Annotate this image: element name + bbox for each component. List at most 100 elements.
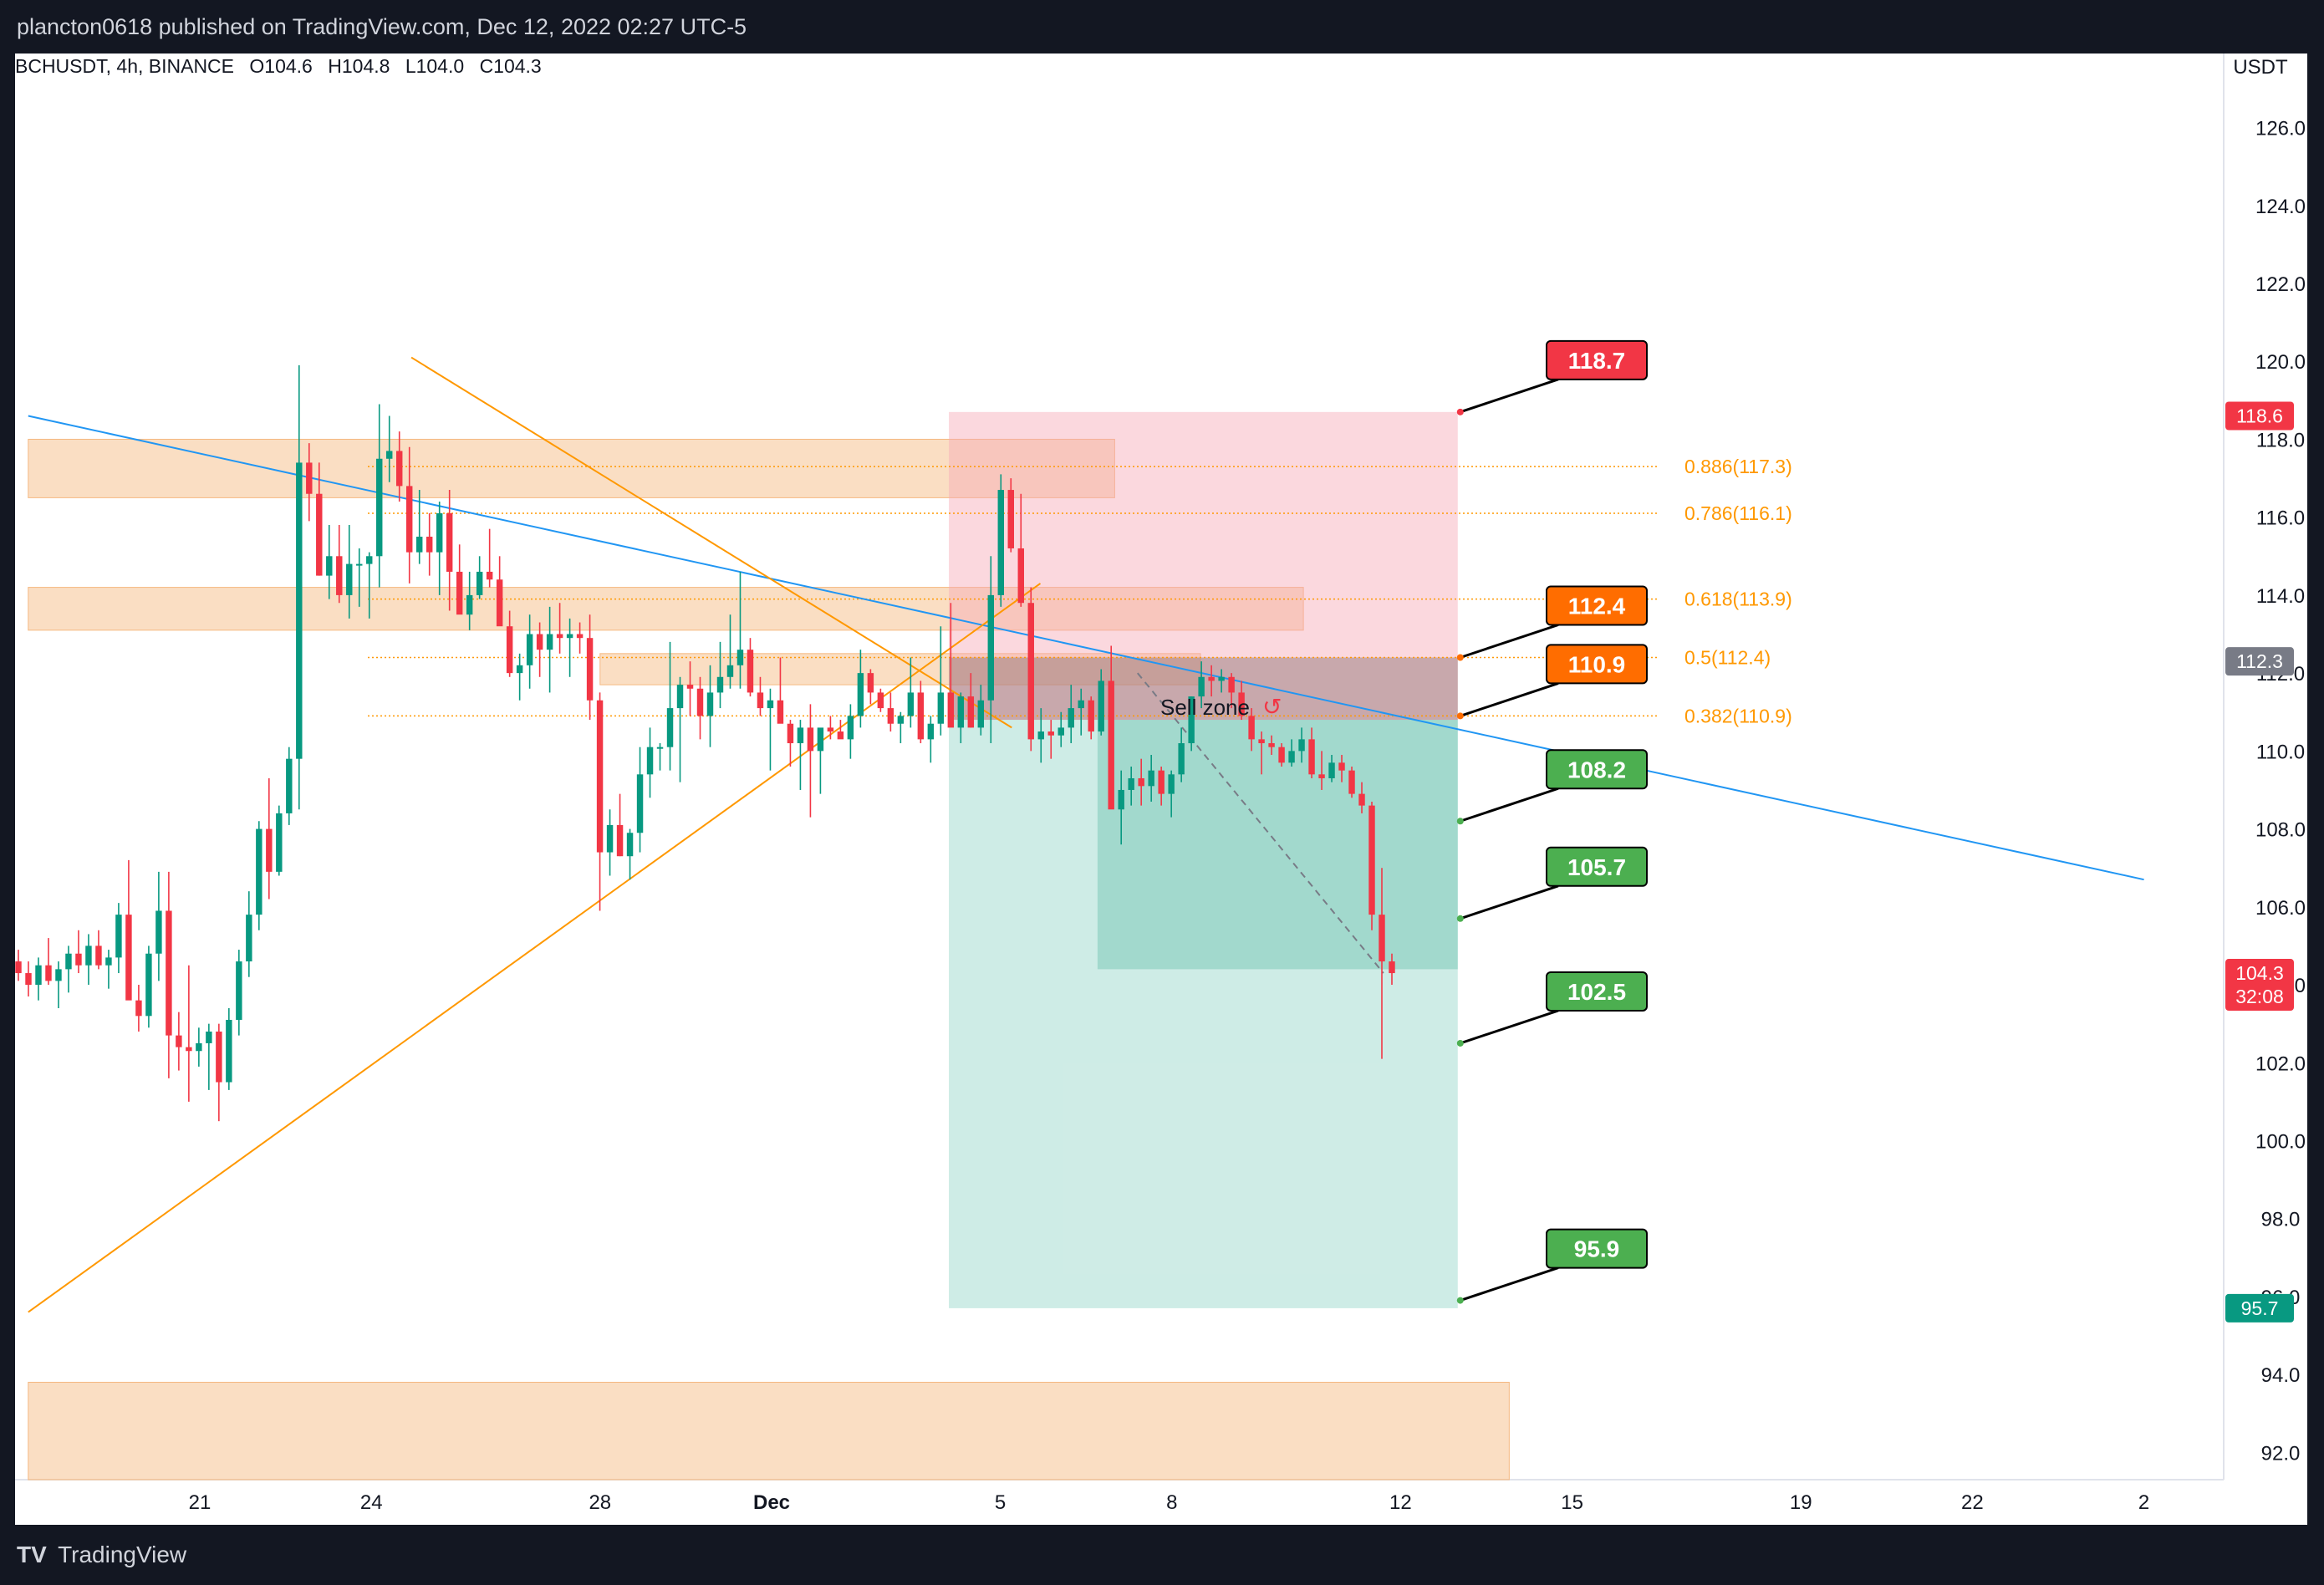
candle-body[interactable] (1088, 700, 1094, 732)
price-callout[interactable] (1546, 585, 1648, 626)
price-badge[interactable] (2225, 959, 2294, 1012)
candle-body[interactable] (366, 556, 373, 564)
candle-body[interactable] (65, 953, 72, 970)
candle-body[interactable] (546, 634, 553, 650)
zone-supply[interactable] (28, 438, 1115, 498)
candle-body[interactable] (316, 493, 323, 576)
candle-body[interactable] (95, 945, 102, 966)
candle-body[interactable] (15, 961, 22, 974)
candle-body[interactable] (196, 1042, 202, 1052)
candle-body[interactable] (626, 833, 634, 857)
candle-body[interactable] (166, 910, 172, 1036)
candle-body[interactable] (356, 563, 363, 566)
candle-body[interactable] (75, 953, 82, 966)
candle-body[interactable] (917, 692, 925, 740)
candle-body[interactable] (85, 945, 92, 966)
candle-body[interactable] (216, 1031, 222, 1083)
candle-body[interactable] (176, 1035, 182, 1047)
candle-body[interactable] (1348, 770, 1355, 794)
candle-body[interactable] (726, 665, 734, 677)
candle-body[interactable] (456, 571, 463, 615)
candle-body[interactable] (1318, 774, 1325, 778)
candle-body[interactable] (1118, 789, 1124, 810)
candle-body[interactable] (797, 727, 804, 744)
candle-body[interactable] (296, 462, 303, 759)
trendline-ascending-orange[interactable] (28, 583, 1042, 1313)
candle-body[interactable] (1288, 751, 1295, 763)
candle-body[interactable] (125, 915, 132, 1001)
candle-body[interactable] (686, 685, 694, 689)
candle-body[interactable] (446, 513, 453, 572)
candle-body[interactable] (937, 692, 945, 724)
candle-body[interactable] (666, 708, 674, 747)
candle-body[interactable] (1268, 743, 1275, 747)
candle-body[interactable] (336, 556, 343, 595)
candle-body[interactable] (55, 969, 62, 981)
candle-body[interactable] (436, 513, 443, 553)
candle-body[interactable] (516, 665, 523, 674)
price-callout[interactable] (1546, 644, 1648, 685)
candle-body[interactable] (616, 824, 624, 857)
candle-body[interactable] (396, 451, 403, 487)
candle-body[interactable] (486, 571, 493, 580)
candle-body[interactable] (236, 961, 242, 1020)
candle-body[interactable] (566, 634, 573, 639)
sell-zone-label[interactable]: Sell zone (1160, 695, 1250, 720)
candle-body[interactable] (747, 650, 754, 693)
candle-body[interactable] (827, 727, 834, 732)
candle-body[interactable] (1058, 727, 1064, 736)
candle-body[interactable] (536, 634, 543, 650)
candle-body[interactable] (736, 650, 744, 665)
candle-body[interactable] (1338, 762, 1345, 771)
candle-body[interactable] (1007, 490, 1014, 548)
candle-body[interactable] (115, 915, 122, 958)
candle-body[interactable] (887, 708, 894, 724)
candle-body[interactable] (1027, 603, 1034, 740)
candle-body[interactable] (306, 462, 313, 494)
candle-body[interactable] (45, 965, 52, 981)
candle-body[interactable] (787, 723, 794, 744)
candle-body[interactable] (1218, 676, 1225, 681)
candle-body[interactable] (767, 700, 774, 709)
candle-body[interactable] (135, 1000, 142, 1017)
candle-body[interactable] (987, 594, 995, 701)
candle-body[interactable] (1178, 743, 1185, 775)
price-callout[interactable] (1546, 339, 1648, 380)
candle-body[interactable] (1358, 793, 1365, 806)
candle-body[interactable] (186, 1047, 192, 1052)
candle-body[interactable] (1248, 716, 1255, 740)
candle-body[interactable] (526, 634, 533, 665)
time-axis[interactable] (15, 1480, 2307, 1525)
candle-body[interactable] (967, 696, 975, 728)
candle-body[interactable] (386, 451, 393, 459)
candle-body[interactable] (1138, 777, 1144, 787)
candle-body[interactable] (957, 696, 965, 728)
candle-body[interactable] (556, 634, 563, 639)
candle-body[interactable] (155, 910, 162, 954)
candle-body[interactable] (1308, 739, 1315, 775)
candle-body[interactable] (25, 973, 32, 986)
candle-body[interactable] (1158, 770, 1165, 794)
candle-body[interactable] (807, 727, 814, 752)
candle-body[interactable] (837, 731, 844, 740)
candle-body[interactable] (226, 1019, 232, 1083)
price-callout[interactable] (1546, 846, 1648, 887)
candle-body[interactable] (246, 915, 252, 962)
candle-body[interactable] (1188, 696, 1195, 744)
candle-body[interactable] (346, 563, 353, 595)
candle-body[interactable] (35, 965, 42, 986)
candle-body[interactable] (877, 692, 884, 709)
candle-body[interactable] (1148, 770, 1154, 787)
candle-body[interactable] (646, 747, 654, 775)
candle-body[interactable] (847, 716, 854, 740)
candle-body[interactable] (415, 536, 423, 553)
candle-body[interactable] (1389, 961, 1395, 974)
candle-body[interactable] (907, 692, 915, 716)
candle-body[interactable] (1068, 708, 1074, 728)
zone-demand[interactable] (28, 1381, 1510, 1481)
candle-body[interactable] (506, 626, 513, 674)
candle-body[interactable] (1098, 680, 1104, 732)
candle-body[interactable] (466, 594, 473, 615)
price-callout[interactable] (1546, 971, 1648, 1012)
